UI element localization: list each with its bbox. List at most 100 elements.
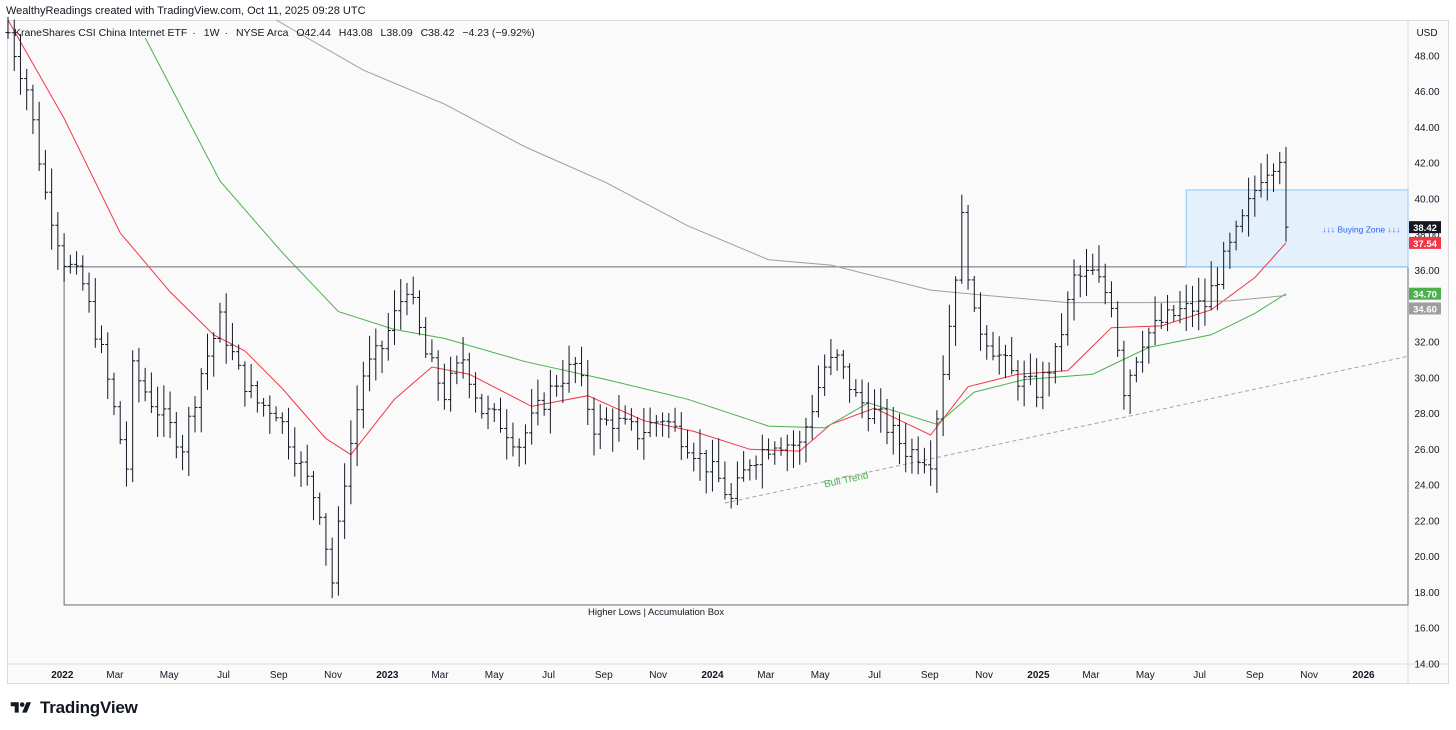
- ohlc-bar: [360, 361, 366, 429]
- ohlc-bar: [903, 422, 909, 473]
- x-tick-label: 2022: [51, 670, 74, 681]
- tradingview-branding[interactable]: TradingView: [8, 698, 138, 718]
- ohlc-bar: [1090, 253, 1096, 275]
- ohlc-bar: [529, 389, 535, 445]
- ohlc-bar: [123, 421, 129, 487]
- x-tick-label: 2024: [701, 670, 724, 681]
- ohlc-bar: [317, 492, 323, 525]
- ohlc-bar: [223, 293, 229, 364]
- ohlc-bar: [204, 333, 210, 390]
- ohlc-bar: [304, 444, 310, 486]
- ohlc-bar: [778, 437, 784, 456]
- x-tick-label: Jul: [217, 670, 230, 681]
- ohlc-bar: [229, 322, 235, 361]
- ohlc-bar: [392, 290, 398, 345]
- moving-average-gray: [275, 19, 1287, 304]
- ohlc-bar: [1046, 362, 1052, 397]
- ohlc-bar: [1208, 261, 1214, 311]
- ohlc-bar: [211, 332, 217, 377]
- low-value: L38.09: [380, 27, 413, 39]
- tradingview-logo-icon: [10, 702, 31, 713]
- ohlc-bar: [479, 393, 485, 419]
- ohlc-bar: [878, 388, 884, 433]
- ohlc-bar: [672, 407, 678, 432]
- price-label-text: 37.54: [1413, 239, 1437, 250]
- ohlc-bar: [828, 338, 834, 376]
- ohlc-bar: [155, 386, 161, 437]
- tradingview-wordmark: TradingView: [40, 698, 138, 717]
- y-tick-label: 16.00: [1414, 624, 1439, 635]
- ohlc-bar: [996, 336, 1002, 375]
- exchange-label: NYSE Arca: [235, 27, 289, 39]
- ohlc-bar: [697, 429, 703, 481]
- ohlc-bar: [953, 276, 959, 346]
- ohlc-bar: [1083, 248, 1089, 296]
- ohlc-bar: [959, 194, 965, 284]
- ohlc-bar: [890, 407, 896, 455]
- ohlc-bar: [1077, 265, 1083, 298]
- ohlc-bar: [766, 438, 772, 460]
- ohlc-bar: [267, 395, 273, 434]
- ohlc-bar: [130, 350, 136, 483]
- ohlc-bar: [928, 440, 934, 486]
- symbol-name[interactable]: KraneShares CSI China Internet ETF: [14, 27, 188, 39]
- ohlc-bar: [622, 405, 628, 425]
- ohlc-bar: [67, 254, 73, 274]
- x-tick-label: May: [1136, 670, 1155, 681]
- ohlc-bar: [1102, 263, 1108, 305]
- ohlc-bar: [1071, 259, 1077, 321]
- accumulation-box-label: Higher Lows | Accumulation Box: [588, 607, 724, 618]
- ohlc-bar: [516, 438, 522, 467]
- ohlc-bar: [1009, 336, 1015, 375]
- ohlc-bar: [335, 506, 341, 596]
- x-tick-label: May: [811, 670, 830, 681]
- moving-average-green: [144, 37, 1287, 429]
- ohlc-bar: [1271, 163, 1277, 193]
- high-value: H43.08: [338, 27, 373, 39]
- ohlc-bar: [965, 204, 971, 290]
- ohlc-bar: [410, 276, 416, 305]
- ohlc-bar: [884, 398, 890, 445]
- ohlc-bar: [865, 382, 871, 432]
- interval-label[interactable]: 1W: [203, 27, 220, 39]
- ohlc-bar: [566, 345, 572, 393]
- ohlc-bar: [691, 442, 697, 472]
- ohlc-bar: [1252, 175, 1258, 217]
- ohlc-bar: [17, 34, 23, 95]
- price-label-badge: [1409, 221, 1441, 234]
- ohlc-bar: [460, 337, 466, 379]
- ohlc-bar: [784, 434, 790, 472]
- ohlc-bar: [242, 361, 248, 407]
- ohlc-bar: [466, 352, 472, 399]
- close-value: C38.42: [420, 27, 455, 39]
- ohlc-bar: [198, 368, 204, 433]
- ohlc-bar: [510, 422, 516, 457]
- ohlc-bar: [722, 461, 728, 500]
- ohlc-bar: [367, 335, 373, 392]
- ohlc-bar: [429, 339, 435, 363]
- chart-pane[interactable]: [7, 20, 1449, 684]
- ohlc-bar: [1239, 209, 1245, 233]
- x-tick-label: Jul: [1193, 670, 1206, 681]
- ohlc-bar: [441, 363, 447, 410]
- ohlc-bar: [180, 435, 186, 471]
- ohlc-bar: [759, 434, 765, 489]
- x-tick-label: May: [160, 670, 179, 681]
- ohlc-bar: [603, 407, 609, 426]
- ohlc-bar: [847, 363, 853, 403]
- ohlc-bar: [597, 404, 603, 450]
- ohlc-bar: [703, 449, 709, 494]
- ohlc-bar: [24, 68, 30, 111]
- ohlc-bar: [1146, 327, 1152, 364]
- ohlc-bar: [329, 537, 335, 599]
- ohlc-bar: [1183, 284, 1189, 331]
- ohlc-bar: [984, 325, 990, 360]
- ohlc-bar: [716, 438, 722, 483]
- ohlc-bar: [1227, 232, 1233, 269]
- ohlc-bar: [1258, 163, 1264, 198]
- y-tick-label: 24.00: [1414, 481, 1439, 492]
- x-tick-label: Sep: [921, 670, 939, 681]
- ohlc-bar: [404, 282, 410, 316]
- ohlc-bar: [859, 379, 865, 419]
